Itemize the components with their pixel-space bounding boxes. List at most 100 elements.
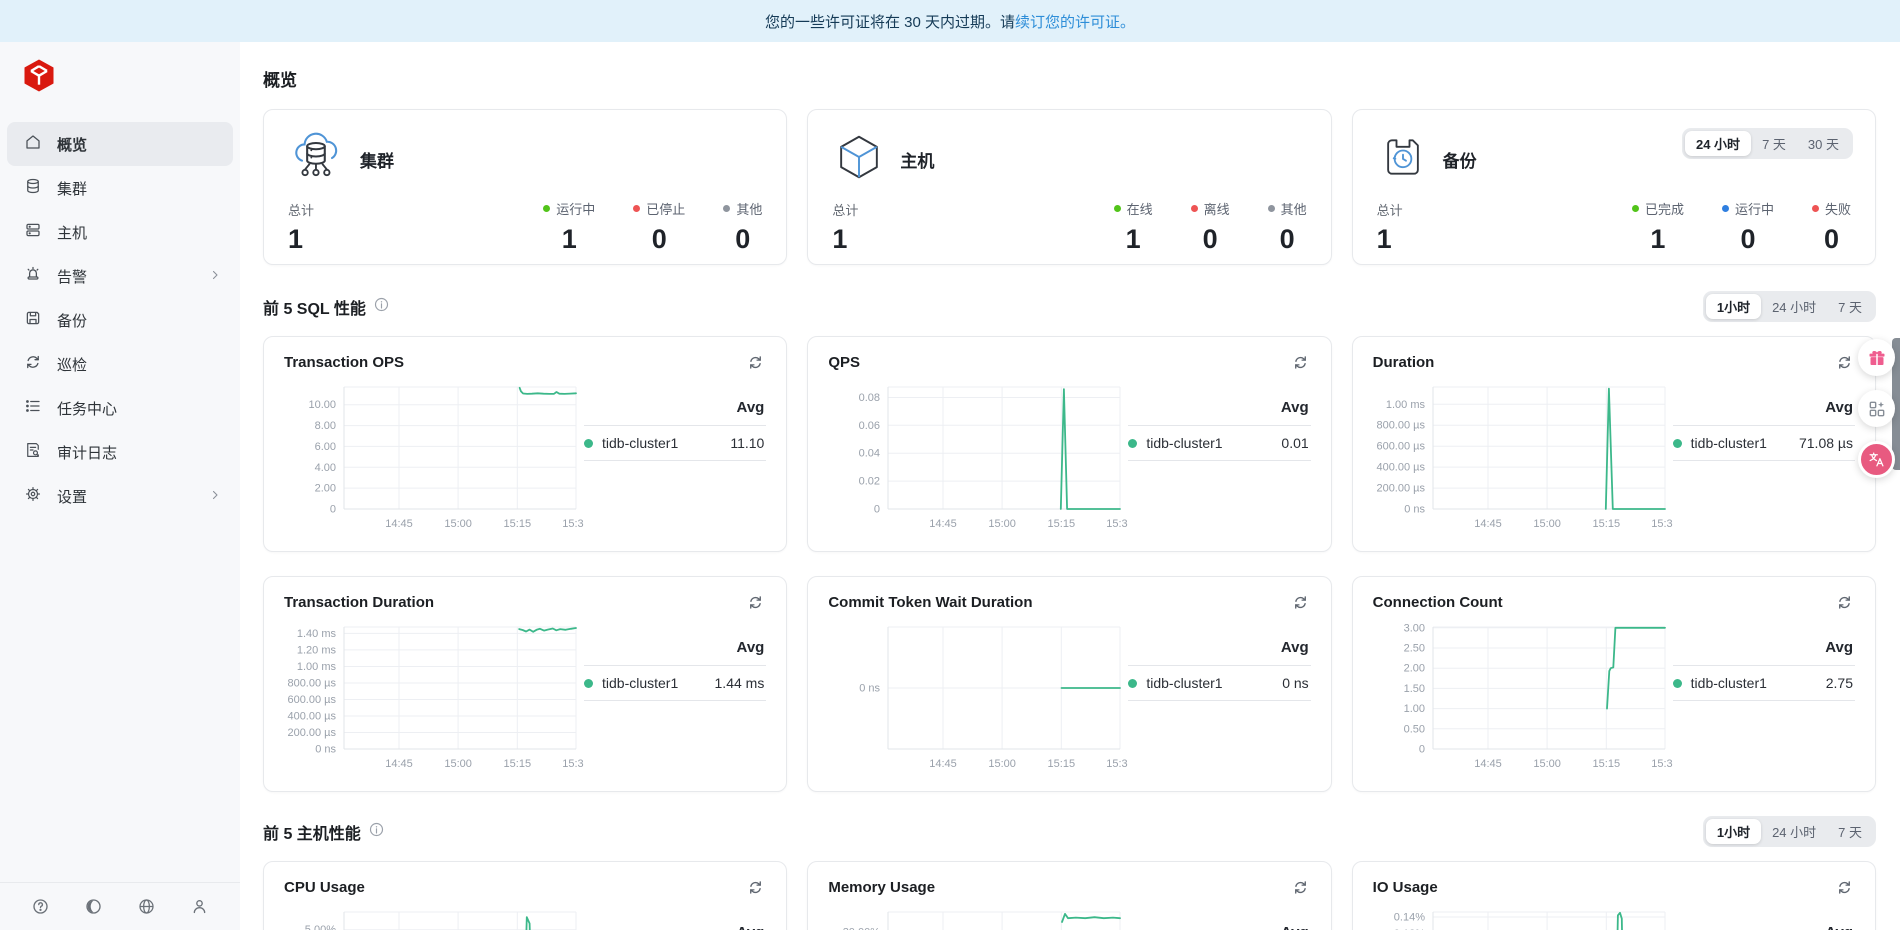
- svg-text:5.00%: 5.00%: [305, 924, 336, 930]
- refresh-icon[interactable]: [745, 877, 766, 898]
- svg-text:0 ns: 0 ns: [860, 683, 881, 695]
- toggle-option[interactable]: 7 天: [1838, 300, 1862, 315]
- gear-icon: [24, 485, 42, 507]
- sidebar-item-audit-logs[interactable]: 审计日志: [7, 430, 233, 474]
- sidebar-item-hosts[interactable]: 主机: [7, 210, 233, 254]
- svg-text:600.00 µs: 600.00 µs: [1376, 441, 1425, 453]
- svg-text:1.00: 1.00: [1403, 703, 1424, 715]
- svg-text:14:45: 14:45: [1474, 518, 1502, 530]
- chart-title: Memory Usage: [828, 879, 936, 896]
- host-status-online: 在线 1: [1113, 199, 1153, 255]
- svg-text:2.00: 2.00: [1403, 663, 1424, 675]
- svg-text:30.00%: 30.00%: [843, 926, 881, 930]
- sidebar-item-backups[interactable]: 备份: [7, 298, 233, 342]
- backup-status-running: 运行中 0: [1721, 199, 1774, 255]
- backup-card-title: 备份: [1442, 152, 1477, 171]
- legend-row[interactable]: tidb-cluster1 11.10: [584, 425, 767, 461]
- refresh-icon[interactable]: [1290, 877, 1311, 898]
- svg-text:1.00 ms: 1.00 ms: [1386, 399, 1426, 411]
- refresh-icon[interactable]: [1290, 352, 1311, 373]
- toggle-option[interactable]: 7 天: [1838, 825, 1862, 840]
- chart-title: QPS: [828, 354, 861, 371]
- refresh-icon[interactable]: [1834, 352, 1855, 373]
- vertical-scrollbar[interactable]: [1892, 338, 1900, 470]
- refresh-icon[interactable]: [745, 592, 766, 613]
- chart-card-io-usage: IO Usage 0.14%0.12%14:4515:0015:1515:30 …: [1351, 861, 1876, 930]
- user-icon[interactable]: [190, 897, 209, 916]
- refresh-icon[interactable]: [1834, 592, 1855, 613]
- language-globe-icon[interactable]: [137, 897, 156, 916]
- chart-card-qps: QPS 0.08 0.06 0.04 0.02 0 14:45 15:00 15:15 15:3…: [807, 336, 1332, 552]
- toggle-option[interactable]: 24 小时: [1772, 825, 1817, 840]
- gift-button[interactable]: [1858, 339, 1895, 376]
- line-chart: 0.08 0.06 0.04 0.02 0 14:45 15:00 15:15 15:30: [859, 386, 1129, 530]
- legend-row[interactable]: tidb-cluster1 0.01: [1128, 425, 1311, 461]
- svg-text:0.08: 0.08: [859, 392, 880, 404]
- chart-title: IO Usage: [1372, 879, 1438, 896]
- legend-row[interactable]: tidb-cluster1 71.08 µs: [1672, 425, 1855, 461]
- sidebar-item-label: 概览: [57, 136, 88, 154]
- svg-text:0.06: 0.06: [859, 420, 880, 432]
- svg-text:14:45: 14:45: [1474, 758, 1502, 770]
- cluster-status-stopped: 已停止 0: [633, 199, 685, 255]
- svg-text:600.00 µs: 600.00 µs: [287, 694, 336, 706]
- chart-legend: Avg tidb-cluster1 71.08 µs: [1672, 381, 1855, 541]
- theme-toggle-icon[interactable]: [84, 897, 103, 916]
- legend-row[interactable]: tidb-cluster1 0 ns: [1128, 665, 1311, 701]
- apps-shortcut-button[interactable]: [1858, 390, 1895, 427]
- section-title: 前 5 主机性能: [263, 825, 361, 843]
- backup-range-toggle: 24 小时 7 天 30 天: [1681, 128, 1853, 159]
- help-icon[interactable]: [31, 897, 50, 916]
- svg-text:0.50: 0.50: [1403, 723, 1424, 735]
- chart-title: Transaction Duration: [284, 594, 435, 611]
- svg-text:1.50: 1.50: [1403, 683, 1424, 695]
- info-icon[interactable]: [369, 822, 384, 842]
- chart-legend: Avg tidb-cluster1 11.10: [584, 381, 767, 541]
- line-chart: 1.00 ms 800.00 µs 600.00 µs 400.00 µs 200.00…: [1376, 386, 1673, 530]
- svg-text:15:30: 15:30: [1651, 518, 1673, 530]
- refresh-icon[interactable]: [745, 352, 766, 373]
- svg-text:15:30: 15:30: [562, 518, 584, 530]
- sync-arrows-icon: [24, 353, 42, 375]
- chart-legend: Avg tidb-cluster1 0.01: [1128, 381, 1311, 541]
- svg-text:0.02: 0.02: [859, 476, 880, 488]
- sidebar-item-overview[interactable]: 概览: [7, 122, 233, 166]
- toggle-option[interactable]: 1小时: [1705, 294, 1762, 319]
- svg-text:15:00: 15:00: [1533, 758, 1561, 770]
- svg-text:14:45: 14:45: [930, 758, 958, 770]
- svg-text:15:30: 15:30: [562, 758, 584, 770]
- toggle-option[interactable]: 30 天: [1807, 137, 1839, 152]
- svg-text:15:30: 15:30: [1107, 518, 1129, 530]
- sidebar-footer: [0, 882, 240, 930]
- sidebar-item-task-center[interactable]: 任务中心: [7, 386, 233, 430]
- svg-text:400.00 µs: 400.00 µs: [1376, 462, 1425, 474]
- translate-button[interactable]: [1858, 441, 1895, 478]
- svg-text:1.00 ms: 1.00 ms: [297, 661, 337, 673]
- chevron-right-icon: [209, 268, 221, 285]
- chart-legend: Avg: [1673, 906, 1855, 930]
- renew-license-link[interactable]: 续订您的许可证。: [1015, 13, 1136, 31]
- license-banner: 您的一些许可证将在 30 天内过期。请 续订您的许可证。: [0, 0, 1900, 42]
- sidebar-item-alerts[interactable]: 告警: [7, 254, 233, 298]
- chart-legend: Avg tidb-cluster1 2.75: [1672, 621, 1855, 781]
- sidebar-item-clusters[interactable]: 集群: [7, 166, 233, 210]
- cluster-status-running: 运行中 1: [543, 199, 595, 255]
- toggle-option[interactable]: 1小时: [1705, 819, 1762, 844]
- sidebar-item-settings[interactable]: 设置: [7, 474, 233, 518]
- toggle-option[interactable]: 24 小时: [1684, 131, 1752, 156]
- host-performance-section-header: 前 5 主机性能 1小时 24 小时 7 天: [263, 816, 1876, 847]
- sidebar-item-label: 设置: [57, 488, 88, 506]
- toggle-option[interactable]: 7 天: [1762, 137, 1786, 152]
- info-icon[interactable]: [374, 297, 389, 317]
- refresh-icon[interactable]: [1834, 877, 1855, 898]
- svg-text:15:00: 15:00: [444, 518, 472, 530]
- chart-legend: Avg: [584, 906, 766, 930]
- sql-performance-section-header: 前 5 SQL 性能 1小时 24 小时 7 天: [263, 291, 1876, 322]
- refresh-icon[interactable]: [1290, 592, 1311, 613]
- legend-row[interactable]: tidb-cluster1 1.44 ms: [584, 665, 767, 701]
- legend-row[interactable]: tidb-cluster1 2.75: [1672, 665, 1855, 701]
- section-title: 前 5 SQL 性能: [263, 300, 366, 318]
- toggle-option[interactable]: 24 小时: [1772, 300, 1817, 315]
- sidebar-item-inspection[interactable]: 巡检: [7, 342, 233, 386]
- chart-card-memory-usage: Memory Usage 30.00%14:4515:0015:1515:30 …: [807, 861, 1332, 930]
